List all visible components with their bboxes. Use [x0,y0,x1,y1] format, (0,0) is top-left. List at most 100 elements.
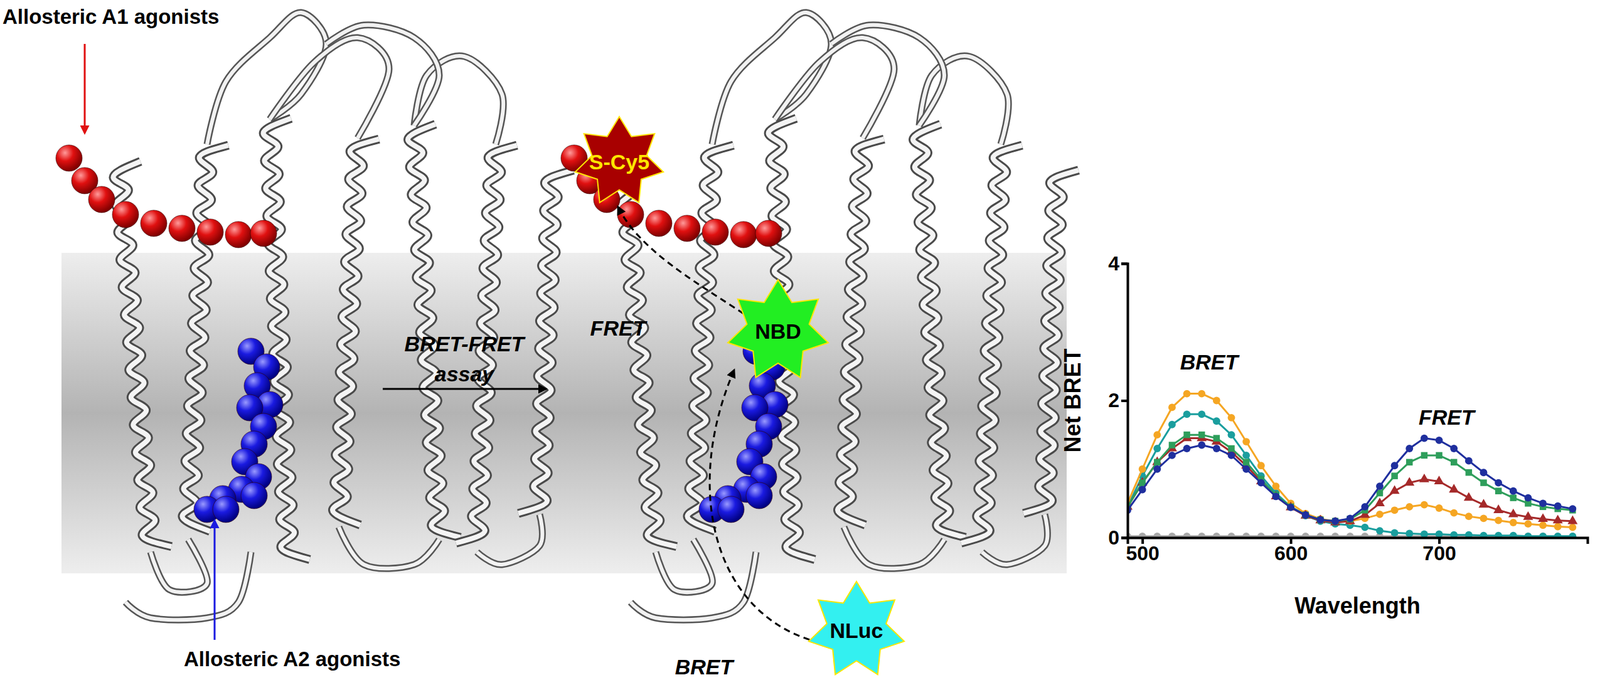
helix [407,124,461,538]
series-marker [1420,530,1429,538]
tick: 700 [1422,537,1456,565]
series-marker [1257,479,1265,487]
series-line [1127,434,1573,522]
series-marker [1567,515,1578,525]
donor-star-label: NLuc [830,618,884,643]
series-line [1127,438,1573,522]
series-marker [1480,468,1488,477]
series-marker [1389,485,1400,495]
axis-line [1128,538,1589,545]
sphere [212,496,240,523]
acceptor-star-label: S-Cy5 [589,149,650,174]
a1-label: Allosteric A1 agonists [2,5,219,29]
series-marker [1242,451,1250,460]
sphere [88,186,115,213]
helix [407,124,461,538]
chart: 500600700024WavelengthNet BRETBRETFRET [1059,252,1589,619]
series-marker [1301,512,1309,519]
series-marker [1153,465,1161,474]
series-marker [1539,521,1547,529]
series-marker [1168,404,1176,412]
series-marker [1478,498,1489,508]
series-marker [1495,487,1502,494]
helix [263,118,310,560]
plot-area [1127,390,1578,538]
helix [181,145,229,532]
series-marker [1404,476,1415,486]
series-marker [1330,517,1341,526]
series-marker [1213,434,1220,442]
tick-label: 4 [1108,252,1120,275]
series-marker [1272,493,1280,501]
loop [125,552,251,620]
tick-label: 700 [1422,542,1456,565]
series-marker [1493,504,1504,514]
series-marker [1494,517,1503,525]
loop [981,514,1048,565]
sphere [755,220,782,247]
series-marker [1168,441,1176,448]
series-marker [1227,445,1235,452]
sphere [240,482,268,509]
series-marker [1376,527,1384,535]
series-marker [1242,459,1250,466]
series-marker [1552,514,1563,524]
series-marker [1212,444,1221,453]
series-marker [1465,457,1473,465]
series-marker [1405,530,1414,538]
series-marker [1509,487,1518,496]
a1-ligand-left [55,144,277,248]
helix [332,139,379,526]
sphere [140,210,167,237]
series-marker [1331,517,1339,526]
fret-arrow [618,207,744,314]
series-line [1127,414,1573,536]
series-marker [1197,410,1206,418]
series-marker [1317,516,1324,523]
series-marker [1435,504,1444,512]
helix [518,170,574,514]
tick-label: 0 [1108,526,1120,550]
sphere [730,221,757,248]
sphere [197,218,224,246]
fret-label: FRET [590,316,649,341]
series-marker [1153,459,1161,466]
series-marker [1554,502,1562,511]
tick-mark [1121,399,1128,403]
fluorophore-star-label: NBD [754,319,802,344]
annotation: FRET [1418,405,1477,430]
acceptor-star [575,116,664,203]
series-marker [1138,486,1147,494]
series-marker [1568,523,1577,532]
series-marker [1183,390,1191,398]
series-marker [1450,459,1457,466]
loop [326,25,440,126]
series-marker [1522,511,1533,521]
series-marker [1465,512,1473,521]
assay-label: BRET-FRET [404,331,527,356]
tick-mark [1121,537,1128,540]
loop [831,25,945,126]
helix [837,139,885,526]
loop [125,552,251,620]
series-marker [1242,437,1250,446]
loop [831,25,945,126]
series-marker [1212,417,1221,425]
donor-star [808,581,905,675]
series-marker [1227,451,1236,460]
series-marker [1301,511,1310,519]
series-marker [1360,523,1369,532]
series-marker [1391,506,1399,514]
series-marker [1153,431,1161,439]
sphere [717,496,745,523]
series-marker [1138,465,1147,474]
series-marker [1405,503,1414,511]
series-marker [1197,390,1206,398]
series-marker [1212,397,1221,405]
series-marker [1374,497,1385,507]
a2-ligand-left [193,338,283,523]
sphere [225,221,252,248]
helix [181,145,229,532]
series-marker [1183,410,1191,418]
series-marker [1360,503,1369,511]
